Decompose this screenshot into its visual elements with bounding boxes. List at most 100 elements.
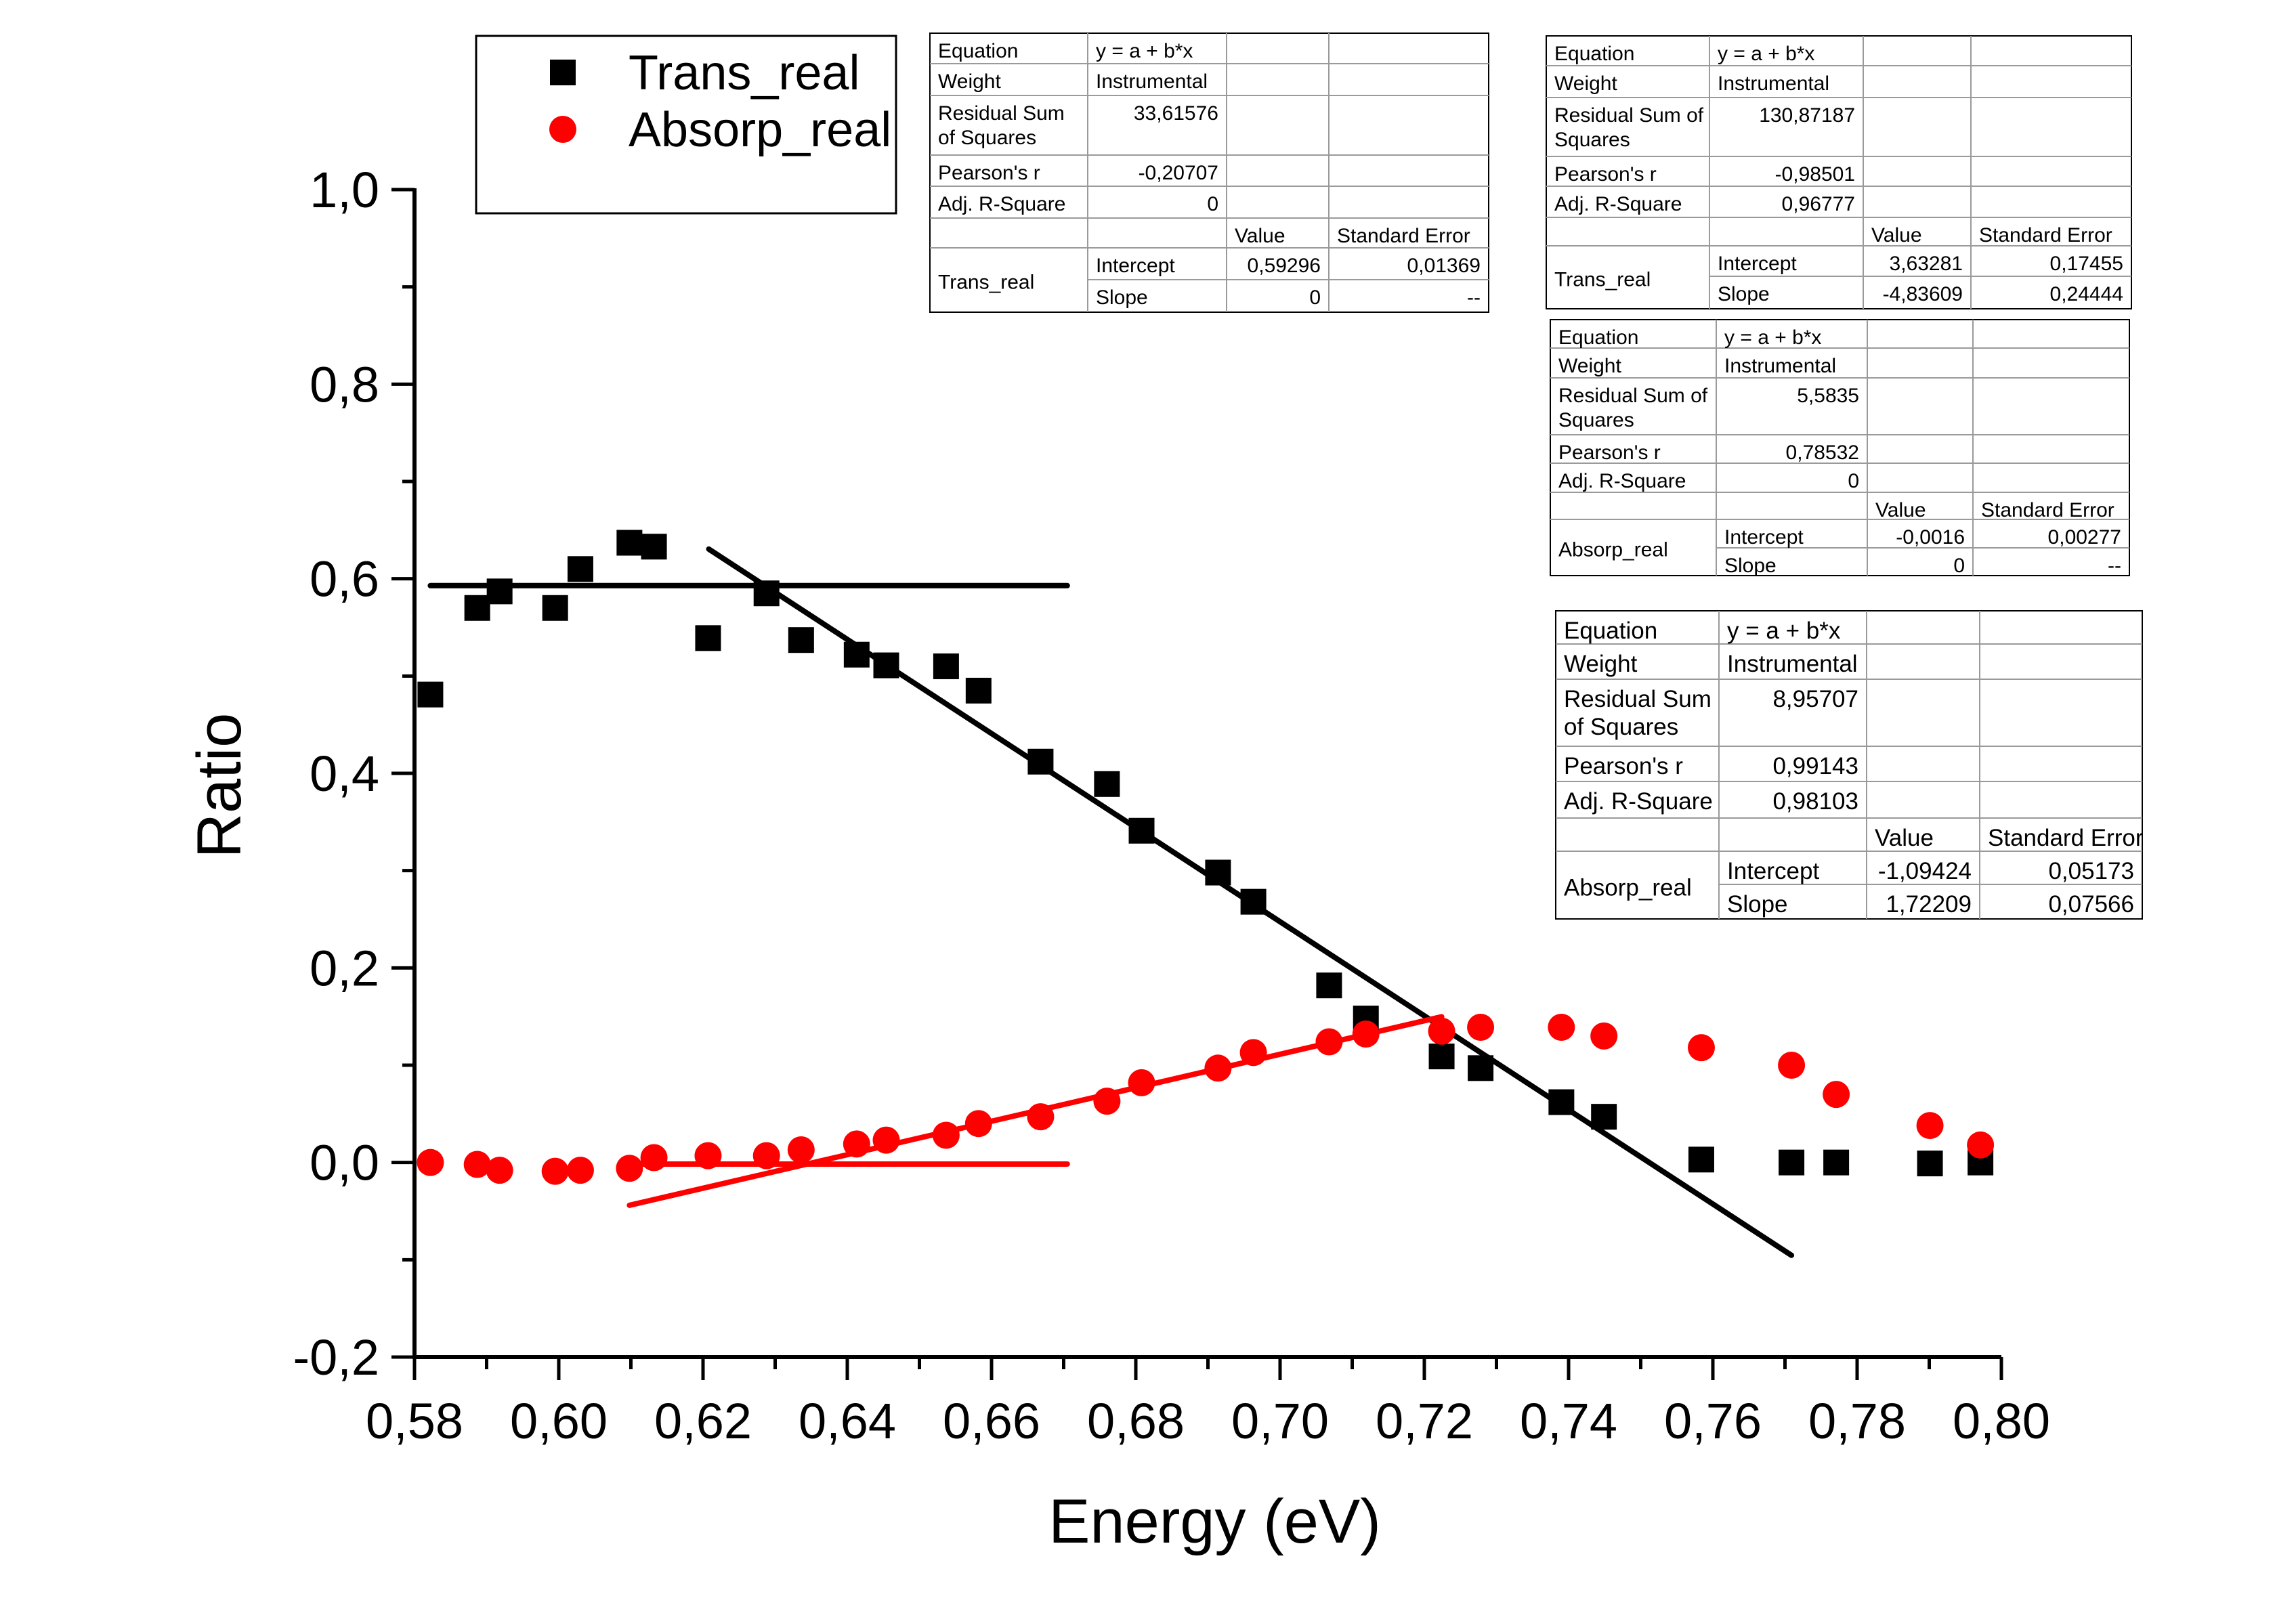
x-tick-label: 0,80 xyxy=(1953,1393,2050,1449)
x-tick-label: 0,76 xyxy=(1664,1393,1762,1449)
slope-standard-error: 0,24444 xyxy=(2050,283,2123,305)
fit-series-name: Trans_real xyxy=(938,272,1034,294)
trans-real-point xyxy=(965,677,992,704)
fit-table-frame xyxy=(1555,610,2143,920)
absorp-real-point xyxy=(1239,1039,1267,1067)
rss-value: 33,61576 xyxy=(1134,102,1218,125)
rss-label-line2: of Squares xyxy=(1564,714,1678,740)
pearson-value: -0,98501 xyxy=(1775,163,1855,186)
absorp-real-point xyxy=(964,1110,992,1138)
intercept-standard-error: 0,00277 xyxy=(2048,526,2121,549)
trans-real-point xyxy=(1688,1146,1714,1173)
standard-error-header: Standard Error xyxy=(1988,825,2144,851)
rss-label-line2: Squares xyxy=(1558,409,1634,431)
intercept-standard-error: 0,01369 xyxy=(1407,255,1481,277)
trans-real-point xyxy=(417,681,444,708)
fit-table: Equation y = a + b*x Weight Instrumental Res… xyxy=(929,33,1489,313)
absorp-real-point xyxy=(872,1126,900,1154)
trans-real-point xyxy=(843,641,870,668)
intercept-value: 0,59296 xyxy=(1248,255,1321,277)
trans-real-point xyxy=(1205,859,1231,886)
pearson-label: Pearson's r xyxy=(1564,753,1683,779)
x-tick-label: 0,62 xyxy=(654,1393,752,1449)
trans-real-point xyxy=(464,595,490,621)
absorp-real-point xyxy=(1916,1112,1944,1140)
pearson-label: Pearson's r xyxy=(1554,163,1657,186)
slope-value: -4,83609 xyxy=(1883,283,1963,305)
x-tick-label: 0,58 xyxy=(366,1393,463,1449)
absorp-real-point xyxy=(1352,1021,1380,1048)
equation-value: y = a + b*x xyxy=(1727,618,1841,644)
intercept-label: Intercept xyxy=(1096,255,1175,277)
absorp-real-point xyxy=(1204,1054,1232,1082)
legend-box xyxy=(475,35,897,215)
trans-real-point xyxy=(1240,888,1267,915)
absorp-real-point xyxy=(1128,1069,1155,1096)
legend-square-marker xyxy=(550,60,576,85)
intercept-value: -1,09424 xyxy=(1878,858,1972,884)
slope-value: 1,72209 xyxy=(1886,891,1972,918)
rss-value: 5,5835 xyxy=(1797,385,1859,407)
rss-value: 8,95707 xyxy=(1772,686,1858,712)
slope-label: Slope xyxy=(1727,891,1788,918)
absorp-real-point xyxy=(616,1155,643,1182)
slope-label: Slope xyxy=(1718,283,1770,305)
fit-tables: Equation y = a + b*x Weight Instrumental Res… xyxy=(929,33,2144,920)
trans-real-point xyxy=(1316,972,1342,999)
absorp-real-point xyxy=(1428,1017,1455,1045)
slope-standard-error: -- xyxy=(2108,555,2121,577)
weight-label: Weight xyxy=(938,70,1001,93)
y-tick-label: 1,0 xyxy=(310,162,379,218)
pearson-value: 0,99143 xyxy=(1772,753,1858,779)
equation-label: Equation xyxy=(1554,43,1634,65)
rss-label-line1: Residual Sum xyxy=(938,102,1065,125)
fit-table: Equation y = a + b*x Weight Instrumental Res… xyxy=(1550,319,2130,577)
adj-r-square-value: 0,98103 xyxy=(1772,788,1858,815)
absorp-real-point xyxy=(463,1151,491,1178)
rss-label-line2: of Squares xyxy=(938,127,1036,149)
intercept-standard-error: 0,17455 xyxy=(2050,253,2123,275)
pearson-value: 0,78532 xyxy=(1786,442,1859,464)
fit-table-frame xyxy=(929,33,1489,313)
absorp-real-point xyxy=(932,1121,960,1149)
fit-series-name: Absorp_real xyxy=(1558,539,1668,561)
data-points xyxy=(417,530,1995,1185)
absorp-real-point xyxy=(486,1157,513,1184)
trans-real-point xyxy=(1468,1055,1494,1081)
legend-circle-marker xyxy=(549,116,576,143)
weight-label: Weight xyxy=(1558,355,1621,377)
pearson-label: Pearson's r xyxy=(938,162,1040,184)
y-axis-title: Ratio xyxy=(185,713,254,859)
fit-series-name: Trans_real xyxy=(1554,269,1651,291)
trans-real-point xyxy=(1428,1044,1455,1070)
value-header: Value xyxy=(1875,825,1934,851)
x-tick-label: 0,74 xyxy=(1520,1393,1617,1449)
trans-real-point xyxy=(695,625,721,651)
absorp-real-point xyxy=(1548,1013,1575,1041)
weight-label: Weight xyxy=(1564,651,1638,677)
absorp-real-point xyxy=(1687,1034,1715,1062)
trans-real-point xyxy=(753,580,780,607)
intercept-label: Intercept xyxy=(1718,253,1797,275)
slope-label: Slope xyxy=(1096,286,1148,309)
trans-real-point xyxy=(1591,1104,1617,1130)
absorp-real-point xyxy=(787,1136,815,1163)
y-tick-label: -0,2 xyxy=(293,1329,379,1386)
equation-value: y = a + b*x xyxy=(1724,326,1821,349)
equation-value: y = a + b*x xyxy=(1718,43,1814,65)
absorp-real-point xyxy=(1467,1013,1495,1041)
weight-label: Weight xyxy=(1554,72,1617,95)
y-tick-label: 0,4 xyxy=(310,746,379,802)
legend-label: Trans_real xyxy=(629,46,859,100)
absorp-real-point xyxy=(417,1148,444,1176)
fit-table: Equation y = a + b*x Weight Instrumental Res… xyxy=(1555,610,2144,920)
intercept-value: -0,0016 xyxy=(1896,526,1965,549)
trans-real-point xyxy=(1548,1089,1575,1115)
trans-real-point xyxy=(616,530,643,556)
trans-real-point xyxy=(1128,817,1155,844)
adj-r-square-value: 0 xyxy=(1207,193,1218,215)
trans-real-point xyxy=(873,652,899,679)
standard-error-header: Standard Error xyxy=(1979,224,2112,246)
equation-value: y = a + b*x xyxy=(1096,40,1193,62)
adj-r-square-label: Adj. R-Square xyxy=(938,193,1065,215)
